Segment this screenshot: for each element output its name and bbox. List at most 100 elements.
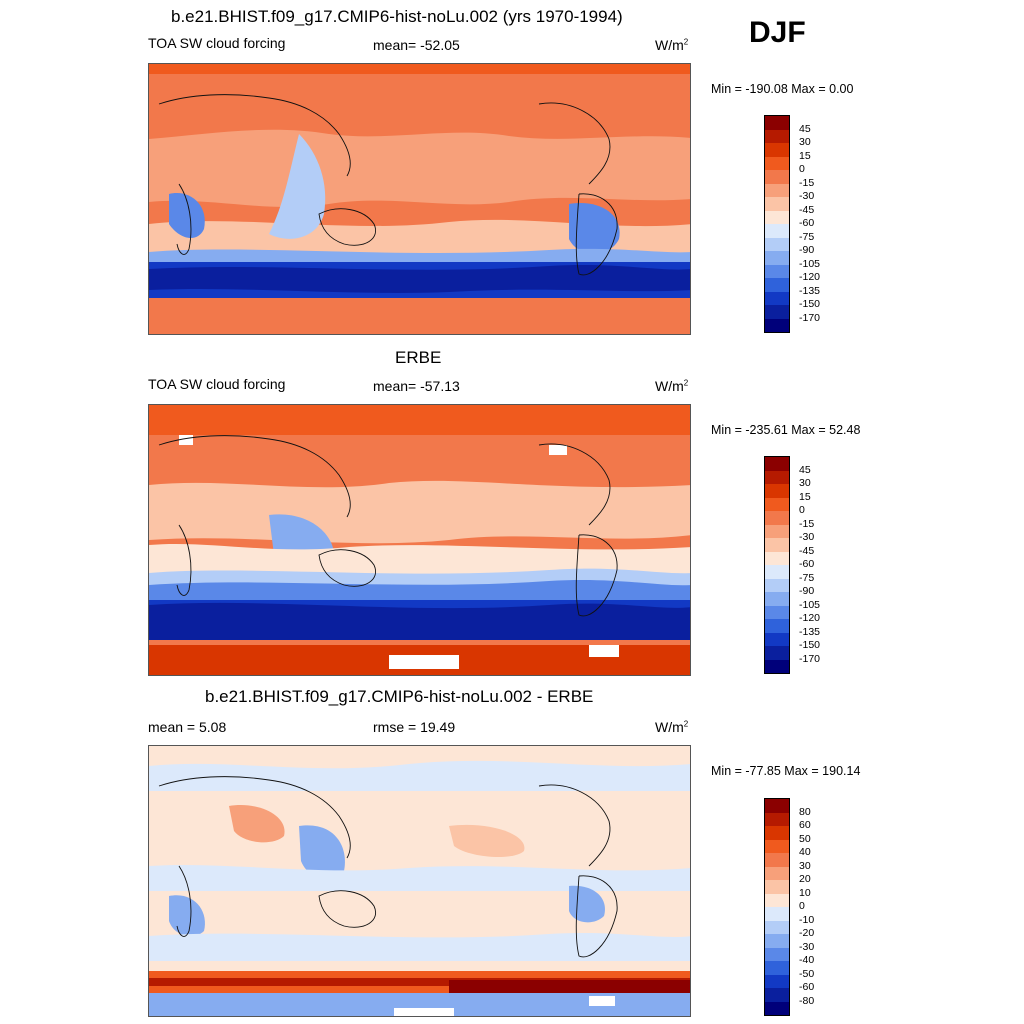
panel2-colorbar: 45 30 15 0 -15 -30 -45 -60 -75 -90 -105 -120 -135 -15… <box>764 456 820 674</box>
colorbar-segment <box>765 893 789 907</box>
colorbar-tick-label: -135 <box>799 625 821 638</box>
colorbar-segment <box>765 866 789 880</box>
colorbar-segment <box>765 1001 789 1015</box>
colorbar-segment <box>765 934 789 948</box>
colorbar-segment <box>765 974 789 988</box>
colorbar-segment <box>765 524 789 538</box>
colorbar-tick-label: -30 <box>799 531 815 543</box>
colorbar-tick-label: -120 <box>799 271 821 283</box>
panel2-mean-label: mean= -57.13 <box>373 378 460 394</box>
colorbar-segment <box>765 920 789 934</box>
colorbar-segment <box>765 907 789 921</box>
colorbar-tick-label: -150 <box>799 298 821 310</box>
colorbar-tick-label: 0 <box>799 504 805 516</box>
colorbar-tick-label: 80 <box>799 805 811 818</box>
colorbar-segment <box>765 551 789 565</box>
colorbar-tick-label: -90 <box>799 585 815 597</box>
colorbar-tick-label: -60 <box>799 217 815 229</box>
colorbar-segment <box>765 497 789 511</box>
colorbar-tick-label: -75 <box>799 571 815 584</box>
colorbar-tick-label: 40 <box>799 846 811 858</box>
panel1-units: W/m2 <box>655 37 689 53</box>
colorbar-tick-label: 50 <box>799 832 811 845</box>
colorbar-segment <box>765 484 789 498</box>
panel1-colorbar: 45 30 15 0 -15 -30 -45 -60 -75 -90 -105 -120 -135 -15… <box>764 115 820 333</box>
colorbar-tick-label: 10 <box>799 886 811 899</box>
colorbar-tick-label: -75 <box>799 230 815 243</box>
panel3-minmax: Min = -77.85 Max = 190.14 <box>711 764 861 778</box>
panel3-mean-label: mean = 5.08 <box>148 719 227 735</box>
colorbar-tick-label: 30 <box>799 136 811 148</box>
colorbar-segment <box>765 659 789 673</box>
colorbar-tick-label: 30 <box>799 859 811 872</box>
colorbar-tick-label: 15 <box>799 490 811 503</box>
colorbar-segment <box>765 264 789 278</box>
colorbar-tick-label: -10 <box>799 913 815 926</box>
colorbar-segment <box>765 291 789 305</box>
colorbar-segment <box>765 170 789 184</box>
colorbar-segment <box>765 237 789 251</box>
panel2-map-svg <box>149 405 690 675</box>
colorbar-segment <box>765 457 789 471</box>
colorbar-tick-label: -60 <box>799 981 815 993</box>
colorbar-segment <box>765 538 789 552</box>
colorbar-segment <box>765 565 789 579</box>
colorbar-tick-label: 60 <box>799 819 811 831</box>
colorbar-segment <box>765 305 789 319</box>
colorbar-segment <box>765 197 789 211</box>
panel1-title: b.e21.BHIST.f09_g17.CMIP6-hist-noLu.002 … <box>171 7 623 26</box>
colorbar-tick-label: -60 <box>799 558 815 570</box>
panel2-variable-label: TOA SW cloud forcing <box>148 376 286 392</box>
colorbar-segment <box>765 826 789 840</box>
colorbar-segment <box>765 947 789 961</box>
colorbar-tick-label: -80 <box>799 994 815 1007</box>
colorbar-tick-label: 0 <box>799 163 805 175</box>
colorbar-tick-label: -45 <box>799 203 815 216</box>
panel1-minmax: Min = -190.08 Max = 0.00 <box>711 82 854 96</box>
colorbar-tick-label: 45 <box>799 463 811 476</box>
panel3-colorbar: 80 60 50 40 30 20 10 0 -10 -20 -30 -40 -50 -60 -80 <box>764 798 814 1016</box>
panel2-title: ERBE <box>395 348 442 367</box>
colorbar-tick-label: -105 <box>799 598 821 611</box>
colorbar-segment <box>765 592 789 606</box>
colorbar-segment <box>765 116 789 130</box>
colorbar-tick-label: -120 <box>799 612 821 624</box>
colorbar-tick-label: -15 <box>799 176 815 189</box>
colorbar-tick-label: -20 <box>799 927 815 939</box>
colorbar-tick-label: -105 <box>799 257 821 270</box>
colorbar-tick-label: -170 <box>799 652 821 665</box>
colorbar-segment <box>765 278 789 292</box>
colorbar-segment <box>765 318 789 332</box>
colorbar-tick-label: 15 <box>799 149 811 162</box>
panel1-variable-label: TOA SW cloud forcing <box>148 35 286 51</box>
panel1-mean-label: mean= -52.05 <box>373 37 460 53</box>
colorbar-segment <box>765 156 789 170</box>
colorbar-segment <box>765 251 789 265</box>
colorbar-tick-label: -30 <box>799 190 815 202</box>
colorbar-tick-label: 45 <box>799 122 811 135</box>
colorbar-segment <box>765 988 789 1002</box>
colorbar-tick-label: -90 <box>799 244 815 256</box>
colorbar-tick-label: -45 <box>799 544 815 557</box>
colorbar-tick-label: -15 <box>799 517 815 530</box>
panel3-map <box>148 745 691 1017</box>
colorbar-segment <box>765 511 789 525</box>
colorbar-tick-label: 0 <box>799 900 805 912</box>
colorbar-segment <box>765 853 789 867</box>
colorbar-tick-label: -30 <box>799 940 815 953</box>
colorbar-segment <box>765 799 789 813</box>
panel2-map <box>148 404 691 676</box>
season-label: DJF <box>749 16 806 49</box>
colorbar-segment <box>765 183 789 197</box>
colorbar-segment <box>765 961 789 975</box>
colorbar-tick-label: -170 <box>799 311 821 324</box>
colorbar-tick-label: -50 <box>799 967 815 980</box>
colorbar-tick-label: 30 <box>799 477 811 489</box>
colorbar-segment <box>765 224 789 238</box>
colorbar-tick-label: 20 <box>799 873 811 885</box>
colorbar-segment <box>765 578 789 592</box>
colorbar-segment <box>765 129 789 143</box>
colorbar-tick-label: -40 <box>799 954 815 966</box>
colorbar-tick-label: -135 <box>799 284 821 297</box>
panel2-units: W/m2 <box>655 378 689 394</box>
